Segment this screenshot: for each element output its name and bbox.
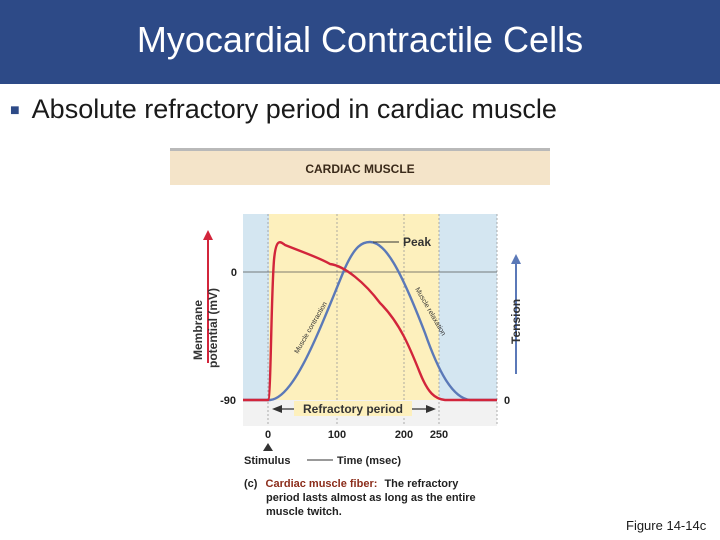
cardiac-muscle-figure: CARDIAC MUSCLE 0 -90 0 Membrane potentia… [170, 148, 550, 528]
figure-caption-line3: muscle twitch. [266, 506, 342, 518]
caption-bold: Cardiac muscle fiber: [266, 478, 378, 490]
refractory-label-bg [294, 401, 412, 416]
x-tick-0: 0 [265, 429, 271, 441]
membrane-axis-arrow-icon [203, 230, 213, 240]
refractory-arrow-left-icon [272, 405, 282, 413]
pre-stimulus-zone [243, 214, 269, 400]
refractory-arrow-right-icon [426, 405, 436, 413]
tension-axis-arrow-icon [511, 254, 521, 264]
tick-0-mv: 0 [231, 267, 237, 279]
refractory-label: Refractory period [303, 402, 403, 416]
figure-number: Figure 14-14c [626, 518, 707, 533]
x-tick-250: 250 [430, 429, 448, 441]
x-axis-label: Time (msec) [337, 455, 401, 467]
membrane-label-line2: potential (mV) [206, 288, 220, 368]
x-tick-100: 100 [328, 429, 346, 441]
diagram-header: CARDIAC MUSCLE [305, 162, 414, 176]
figure-top-border [170, 148, 550, 151]
bullet-text: Absolute refractory period in cardiac mu… [31, 94, 557, 124]
refractory-zone [269, 214, 439, 400]
post-refractory-zone [439, 214, 497, 400]
tick-0-tension: 0 [504, 395, 510, 407]
figure-caption-line1: (c) Cardiac muscle fiber: The refractory [244, 478, 459, 490]
square-bullet-icon: ■ [10, 102, 20, 119]
figure-caption-line2: period lasts almost as long as the entir… [266, 492, 476, 504]
peak-label: Peak [403, 235, 431, 249]
tick-neg90-mv: -90 [220, 395, 236, 407]
bullet-item: ■ Absolute refractory period in cardiac … [10, 94, 557, 125]
stimulus-marker-icon [263, 443, 273, 451]
cardiac-diagram: CARDIAC MUSCLE 0 -90 0 Membrane potentia… [170, 148, 550, 528]
caption-rest: The refractory [384, 478, 459, 490]
caption-prefix: (c) [244, 478, 258, 490]
tension-label: Tension [509, 299, 523, 344]
membrane-label-line1: Membrane [191, 300, 205, 360]
title-bar: Myocardial Contractile Cells [0, 0, 720, 84]
x-tick-200: 200 [395, 429, 413, 441]
action-potential-curve [243, 241, 497, 402]
stimulus-label: Stimulus [244, 455, 290, 467]
tension-curve [243, 240, 497, 402]
header-band [170, 151, 550, 185]
slide-title: Myocardial Contractile Cells [136, 19, 584, 60]
